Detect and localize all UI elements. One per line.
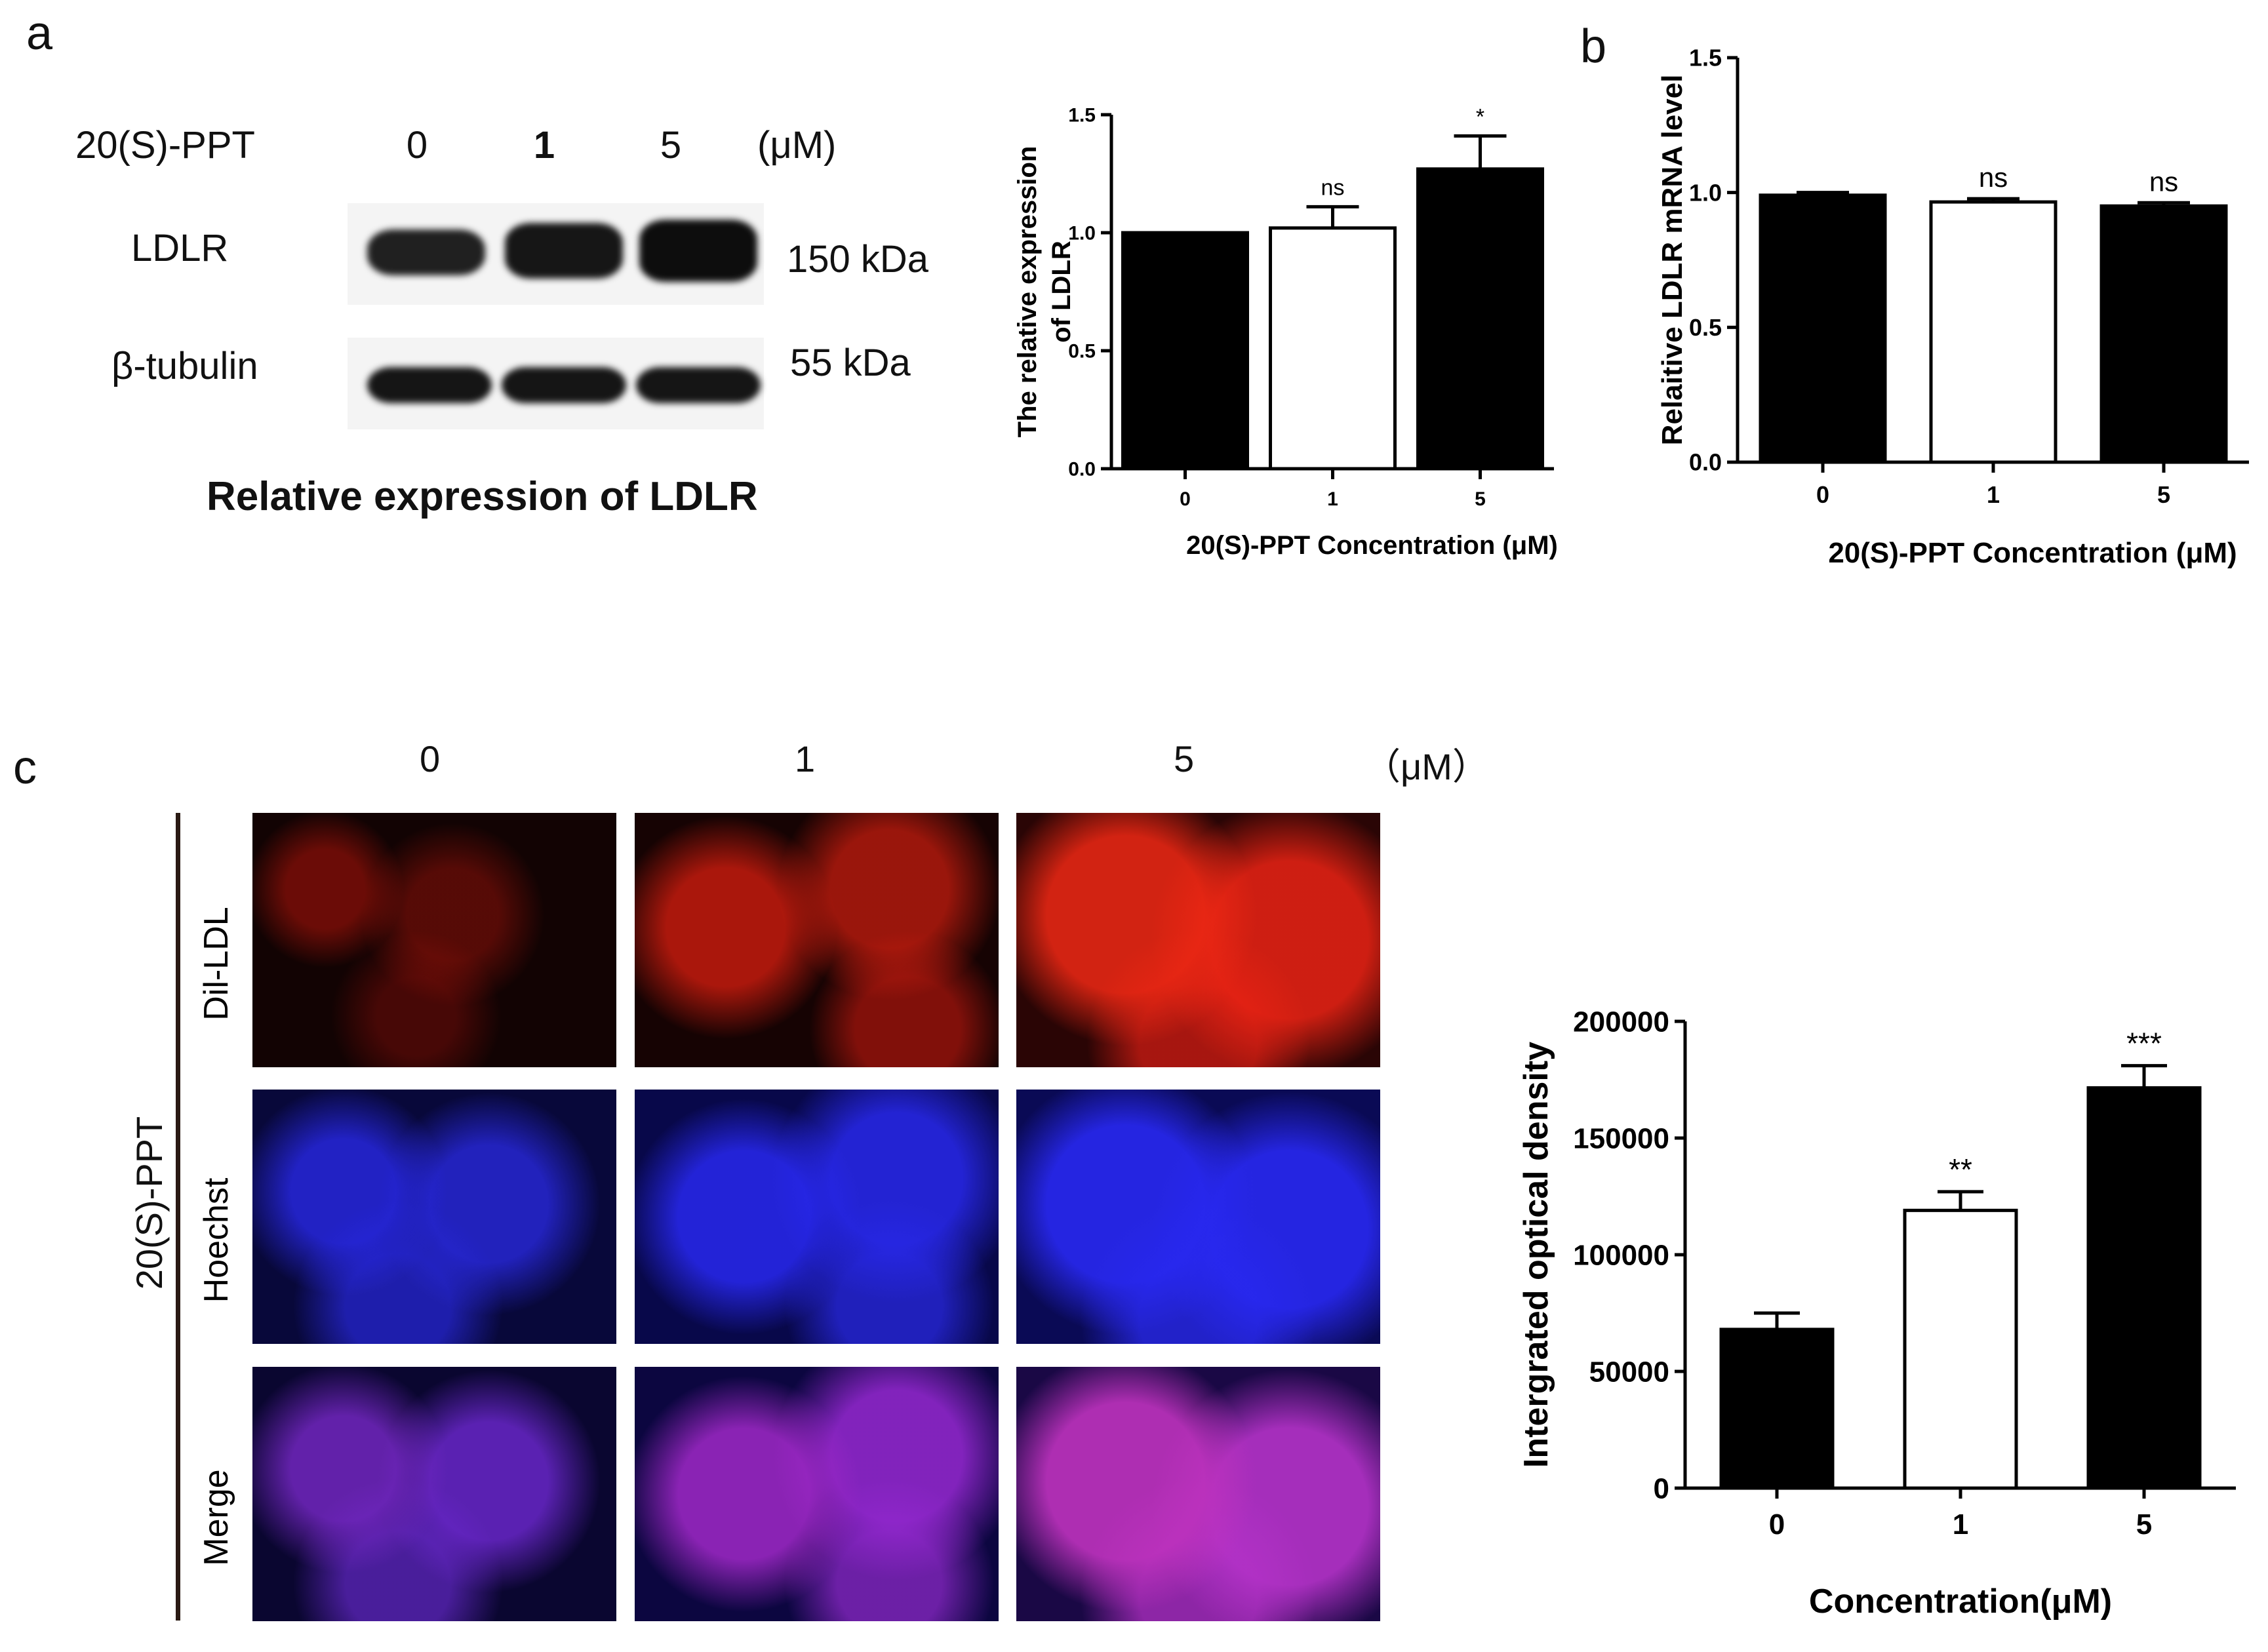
y-tick-label: 0.0 — [1689, 449, 1722, 476]
y-tick-label: 50000 — [1589, 1356, 1669, 1388]
group-bracket-line — [176, 813, 180, 1621]
micrograph-dil-ldl-0 — [252, 813, 616, 1067]
y-axis-label: The relative expression — [1013, 146, 1042, 438]
band-tubulin-5 — [636, 367, 761, 403]
y-tick-label: 1.0 — [1689, 179, 1722, 206]
column-unit-label: （μM） — [1364, 746, 1489, 787]
band-ldlr-1 — [505, 223, 623, 279]
significance-label: ns — [1979, 162, 2008, 193]
y-tick-label: 200000 — [1573, 1006, 1669, 1038]
band-ldlr-0 — [367, 229, 485, 275]
significance-label: * — [1476, 104, 1484, 129]
panel-a-letter: a — [26, 7, 53, 60]
chart-b: 0.0 0.5 1.0 1.5 0 1 ns 5 ns 20(S)-PPT Concentrati… — [1656, 45, 2249, 569]
x-tick-label: 1 — [1327, 488, 1338, 510]
micrograph-merge-5 — [1016, 1367, 1380, 1621]
y-tick-label: 100000 — [1573, 1239, 1669, 1271]
y-axis-label: of LDLR — [1047, 241, 1076, 343]
y-tick-label: 150000 — [1573, 1122, 1669, 1154]
chart-a: 0.0 0.5 1.0 1.5 0 1 ns 5 * 20(S)-PPT Concentratio… — [1013, 104, 1558, 560]
bar-1 — [1269, 226, 1397, 471]
protein-label-tubulin: β-tubulin — [111, 345, 258, 387]
significance-label: ** — [1949, 1152, 1972, 1187]
row-label-hoechst: Hoechst — [197, 1177, 235, 1303]
bar-0 — [1759, 193, 1887, 464]
micrograph-hoechst-0 — [252, 1090, 616, 1344]
bar-0 — [1121, 231, 1249, 471]
blot-ldlr — [348, 203, 764, 305]
x-tick-label: 5 — [2136, 1508, 2152, 1541]
bar-5 — [1416, 167, 1544, 471]
significance-label: ns — [1321, 175, 1345, 200]
y-tick-label: 1.5 — [1689, 45, 1722, 71]
group-label: 20(S)-PPT — [129, 1116, 170, 1290]
y-tick-label: 1.5 — [1068, 105, 1096, 127]
lane-label-5: 5 — [660, 124, 682, 167]
column-label-1: 1 — [795, 738, 816, 779]
unit-label: (μM) — [757, 124, 837, 167]
x-tick-label: 5 — [2157, 481, 2170, 508]
x-axis-label: Concentration(μM) — [1809, 1583, 2112, 1621]
x-tick-label: 1 — [1953, 1508, 1968, 1541]
blot-tubulin — [348, 338, 764, 429]
lane-label-0: 0 — [406, 124, 428, 167]
protein-label-ldlr: LDLR — [131, 227, 229, 269]
band-tubulin-1 — [502, 367, 626, 403]
micrograph-dil-ldl-5 — [1016, 813, 1380, 1067]
band-tubulin-0 — [367, 367, 492, 403]
significance-label: ns — [2149, 166, 2178, 197]
row-label-merge: Merge — [197, 1469, 235, 1566]
x-tick-label: 0 — [1816, 481, 1829, 508]
treatment-label: 20(S)-PPT — [75, 124, 255, 167]
panel-b-letter: b — [1580, 20, 1607, 73]
row-label-dil-ldl: Dil-LDL — [197, 907, 235, 1021]
panel-c-letter: c — [13, 741, 37, 794]
y-tick-label: 0.5 — [1068, 341, 1096, 363]
x-tick-label: 0 — [1769, 1508, 1785, 1541]
bar-0 — [1719, 1328, 1835, 1490]
y-axis-label: Intergrated optical density — [1517, 1042, 1555, 1468]
x-tick-label: 5 — [1475, 488, 1486, 510]
y-tick-label: 0.0 — [1068, 459, 1096, 481]
micrograph-merge-1 — [635, 1367, 999, 1621]
y-tick-label: 1.0 — [1068, 223, 1096, 245]
chart-c: 0 50000 100000 150000 200000 0 1 ** 5 *** Concentr… — [1517, 1006, 2236, 1621]
micrograph-dil-ldl-1 — [635, 813, 999, 1067]
column-label-0: 0 — [420, 738, 441, 779]
y-axis-label: Relaitive LDLR mRNA level — [1656, 75, 1688, 446]
x-tick-label: 1 — [1987, 481, 2000, 508]
lane-label-1: 1 — [533, 124, 555, 167]
micrograph-hoechst-1 — [635, 1090, 999, 1344]
mw-label-150: 150 kDa — [787, 238, 929, 281]
x-axis-label: 20(S)-PPT Concentration (μM) — [1828, 537, 2237, 569]
significance-label: *** — [2126, 1027, 2162, 1061]
micrograph-hoechst-5 — [1016, 1090, 1380, 1344]
y-tick-label: 0.5 — [1689, 314, 1722, 341]
bar-5 — [2086, 1086, 2202, 1490]
y-tick-label: 0 — [1654, 1472, 1669, 1504]
x-axis-label: 20(S)-PPT Concentration (μM) — [1186, 531, 1558, 560]
mw-label-55: 55 kDa — [790, 342, 911, 384]
micrograph-merge-0 — [252, 1367, 616, 1621]
x-tick-label: 0 — [1180, 488, 1191, 510]
bar-5 — [2099, 204, 2228, 464]
band-ldlr-5 — [639, 220, 757, 282]
blot-caption: Relative expression of LDLR — [207, 474, 758, 519]
column-label-5: 5 — [1174, 738, 1195, 779]
bar-1 — [1903, 1208, 2018, 1490]
bar-1 — [1929, 200, 2058, 464]
